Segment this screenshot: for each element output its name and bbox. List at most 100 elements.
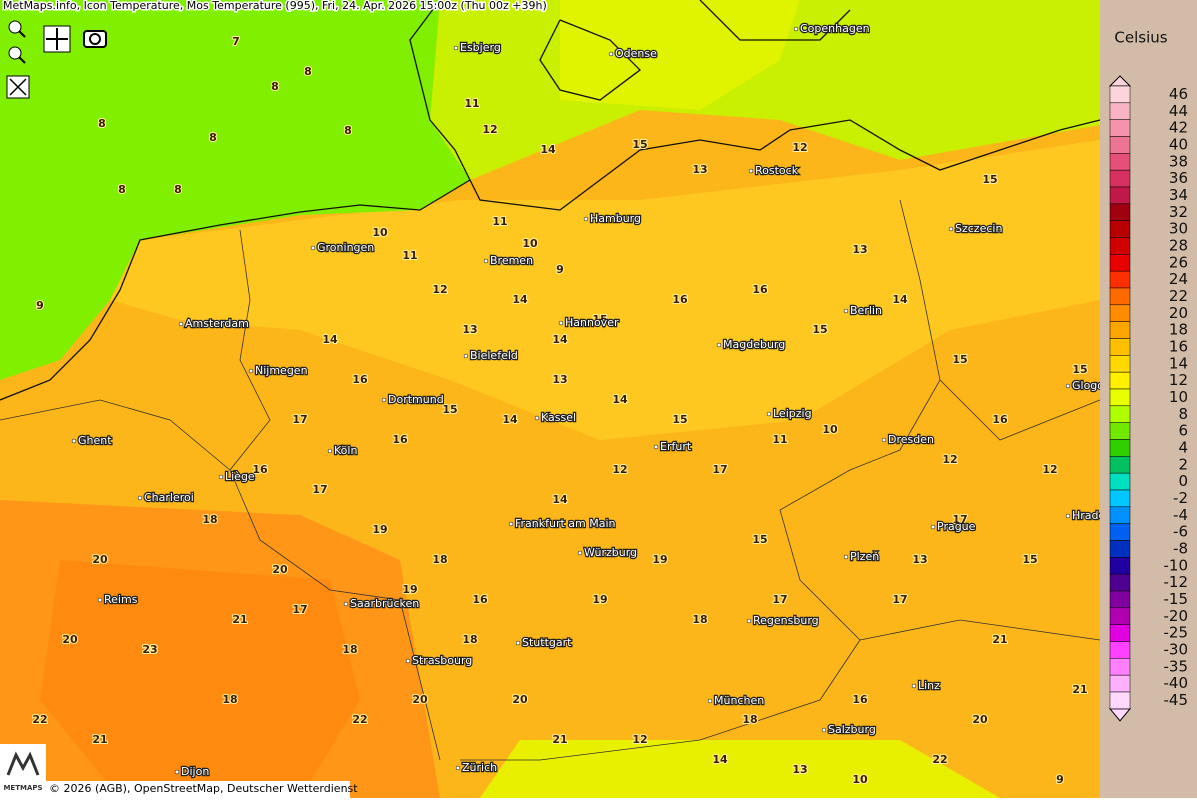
city-label: Frankfurt am Main (515, 517, 616, 530)
city-dot (327, 448, 333, 454)
station-value: 8 (174, 183, 182, 196)
legend-label: -25 (1164, 624, 1189, 642)
city-label: Salzburg (828, 723, 876, 736)
station-value: 18 (202, 513, 217, 526)
city-labels: Esbjerg Odense Copenhagen Rostock Hamburg Szc… (71, 21, 1158, 779)
station-value: 16 (852, 693, 868, 706)
city-dot (515, 640, 521, 646)
legend-label: -30 (1164, 640, 1189, 658)
station-value: 18 (432, 553, 447, 566)
logo-mark (6, 751, 40, 776)
city-label: Dijon (181, 765, 209, 778)
city-label: Rostock (755, 164, 799, 177)
zoom-in[interactable] (8, 20, 26, 38)
legend-label: 26 (1169, 253, 1188, 271)
city-dot (453, 45, 459, 51)
city-label: Bielefeld (470, 349, 518, 362)
city-label: Dresden (888, 433, 934, 446)
station-value: 16 (992, 413, 1008, 426)
zoom-out[interactable] (8, 46, 26, 64)
screenshot-button[interactable] (83, 30, 107, 48)
city-dot (716, 342, 722, 348)
station-value: 9 (1056, 773, 1064, 786)
city-label: Erfurt (660, 440, 692, 453)
legend-label: -10 (1164, 556, 1189, 574)
station-value: 14 (502, 413, 518, 426)
pan-control[interactable] (43, 25, 71, 53)
station-value: 17 (292, 413, 307, 426)
city-label: Reims (104, 593, 138, 606)
station-value: 16 (472, 593, 488, 606)
station-value: 17 (952, 513, 967, 526)
city-dot (343, 601, 349, 607)
station-value: 20 (512, 693, 528, 706)
city-dot (793, 26, 799, 32)
city-label: Köln (334, 444, 357, 457)
station-value: 18 (342, 643, 357, 656)
legend-swatch (1109, 422, 1131, 440)
city-label: Leipzig (773, 407, 812, 420)
legend-swatch (1109, 624, 1131, 642)
city-dot (483, 258, 489, 264)
legend-label: -8 (1173, 539, 1188, 557)
legend-swatch (1109, 304, 1131, 322)
station-value: 11 (402, 249, 417, 262)
station-value: 17 (292, 603, 307, 616)
station-value: 15 (442, 403, 457, 416)
station-value: 18 (142, 643, 157, 656)
city-dot (463, 353, 469, 359)
city-dot (381, 397, 387, 403)
station-value: 12 (482, 123, 497, 136)
station-value: 12 (1042, 463, 1057, 476)
legend-label: 0 (1178, 472, 1188, 490)
copyright: © 2026 (AGB), OpenStreetMap, Deutscher W… (49, 782, 358, 795)
legend-label: 10 (1169, 388, 1188, 406)
station-value: 14 (512, 293, 528, 306)
legend-swatch (1109, 287, 1131, 306)
city-dot (746, 618, 752, 624)
legend-label: 24 (1169, 270, 1188, 288)
station-value: 14 (322, 333, 338, 346)
legend-label: -20 (1164, 607, 1189, 625)
legend-swatch (1109, 439, 1131, 457)
city-label: Linz (918, 679, 940, 692)
city-label: Odense (615, 47, 657, 60)
cool-field (560, 0, 800, 110)
legend-label: 40 (1169, 135, 1188, 153)
station-value: 17 (312, 483, 327, 496)
legend-swatch (1109, 641, 1131, 659)
city-dot (310, 245, 316, 251)
city-dot (748, 168, 754, 174)
station-value: 17 (712, 463, 727, 476)
legend-swatch (1109, 153, 1131, 171)
legend-swatch (1109, 371, 1131, 390)
fullscreen-button[interactable] (6, 75, 30, 99)
station-value: 8 (344, 124, 352, 137)
alpine-field (480, 740, 1000, 798)
city-label: Dortmund (388, 393, 444, 406)
legend-swatch (1109, 540, 1131, 558)
legend-swatch (1109, 674, 1131, 693)
station-value: 21 (232, 613, 247, 626)
legend-swatch (1109, 136, 1131, 154)
city-dot (405, 658, 411, 664)
city-label: Copenhagen (800, 22, 870, 35)
city-dot (707, 698, 713, 704)
station-value: 19 (402, 583, 417, 596)
legend-label: 12 (1169, 371, 1188, 389)
city-label: Würzburg (584, 546, 637, 559)
legend-swatch (1109, 186, 1131, 205)
station-value: 18 (462, 633, 477, 646)
legend-swatch (1109, 102, 1131, 120)
station-value: 21 (92, 733, 107, 746)
city-dot (558, 320, 564, 326)
station-value: 16 (352, 373, 368, 386)
city-label: Szczecin (955, 222, 1002, 235)
station-value: 20 (92, 553, 108, 566)
legend-label: 4 (1178, 438, 1188, 456)
station-value: 13 (692, 163, 707, 176)
city-dot (948, 226, 954, 232)
legend-swatch (1109, 405, 1131, 423)
legend-label: 32 (1169, 203, 1188, 221)
